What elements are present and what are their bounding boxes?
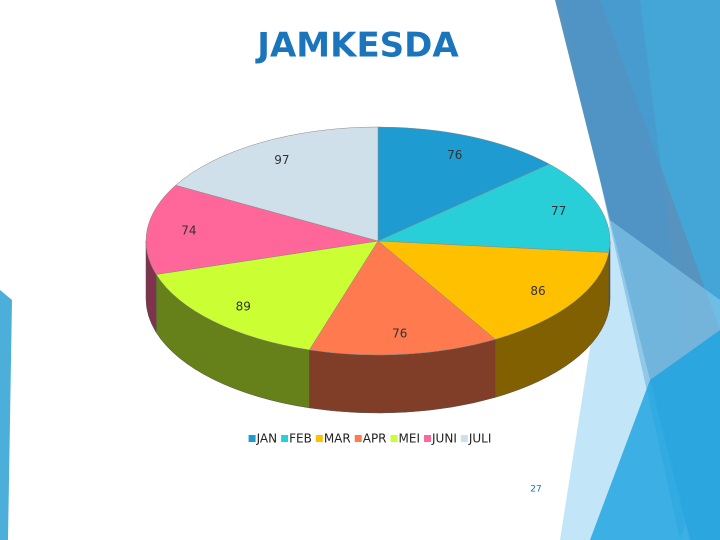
data-label: 89	[236, 300, 251, 314]
legend-swatch	[248, 435, 256, 442]
legend-label: FEB	[289, 432, 312, 446]
legend-label: MAR	[324, 432, 351, 446]
legend-swatch	[281, 435, 289, 442]
slice	[155, 240, 379, 351]
legend-swatch	[315, 435, 323, 442]
slice	[308, 240, 496, 356]
legend-item: MAR	[315, 432, 351, 446]
data-label: 97	[274, 153, 289, 167]
slice	[377, 240, 610, 340]
slice	[377, 163, 611, 253]
slice	[175, 126, 379, 242]
data-label: 76	[447, 148, 462, 162]
data-label: 77	[551, 204, 566, 218]
legend-item: JUNI	[424, 432, 457, 446]
legend-swatch	[424, 435, 432, 442]
legend-item: JAN	[248, 432, 278, 446]
chart-title: JAMKESDA	[255, 26, 459, 66]
slice	[377, 126, 550, 242]
legend-item: FEB	[281, 432, 312, 446]
legend-label: APR	[363, 432, 387, 446]
data-label: 86	[530, 284, 545, 298]
legend-item: MEI	[390, 432, 420, 446]
data-label: 76	[392, 326, 407, 340]
legend-swatch	[354, 435, 362, 442]
legend-item: APR	[354, 432, 387, 446]
legend-label: JUNI	[431, 432, 457, 446]
legend-swatch	[460, 435, 468, 442]
legend-swatch	[390, 435, 398, 442]
pie: 76 77 86 76 89 74 97	[145, 126, 611, 414]
data-label: 74	[181, 224, 196, 238]
slice	[145, 184, 379, 275]
legend-label: JULI	[468, 432, 492, 446]
slide-number: 27	[530, 485, 541, 495]
legend: JAN FEB MAR APR MEI JUNI JULI	[248, 432, 492, 446]
legend-item: JULI	[460, 432, 492, 446]
legend-label: MEI	[399, 432, 420, 446]
legend-label: JAN	[256, 432, 278, 446]
